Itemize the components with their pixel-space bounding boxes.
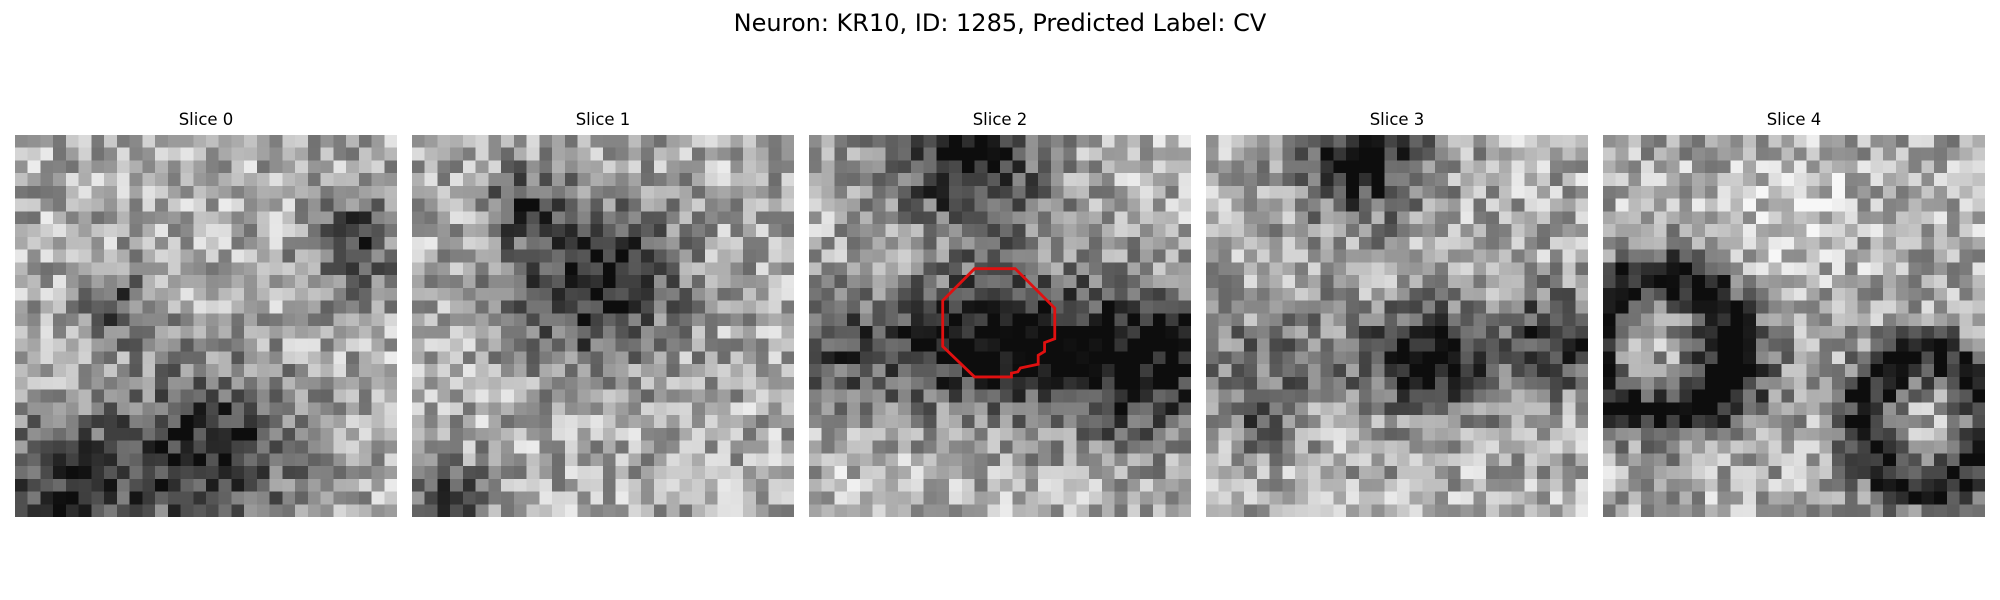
slice-panel-0: Slice 0: [15, 110, 397, 517]
figure-title: Neuron: KR10, ID: 1285, Predicted Label:…: [0, 8, 2000, 38]
slice-title: Slice 1: [412, 110, 794, 132]
slice-panel-3: Slice 3: [1206, 110, 1588, 517]
slice-image: [15, 135, 397, 517]
slice-image: [412, 135, 794, 517]
slice-panel-4: Slice 4: [1603, 110, 1985, 517]
slice-image: [1206, 135, 1588, 517]
slice-title: Slice 0: [15, 110, 397, 132]
pixel-grid: [1206, 135, 1588, 517]
slice-title: Slice 4: [1603, 110, 1985, 132]
slice-panel-1: Slice 1: [412, 110, 794, 517]
pixel-grid: [15, 135, 397, 517]
slice-image: [809, 135, 1191, 517]
slice-title: Slice 3: [1206, 110, 1588, 132]
pixel-grid: [412, 135, 794, 517]
pixel-grid: [1603, 135, 1985, 517]
pixel-grid: [809, 135, 1191, 517]
slice-panel-2: Slice 2: [809, 110, 1191, 517]
slice-image: [1603, 135, 1985, 517]
slice-title: Slice 2: [809, 110, 1191, 132]
